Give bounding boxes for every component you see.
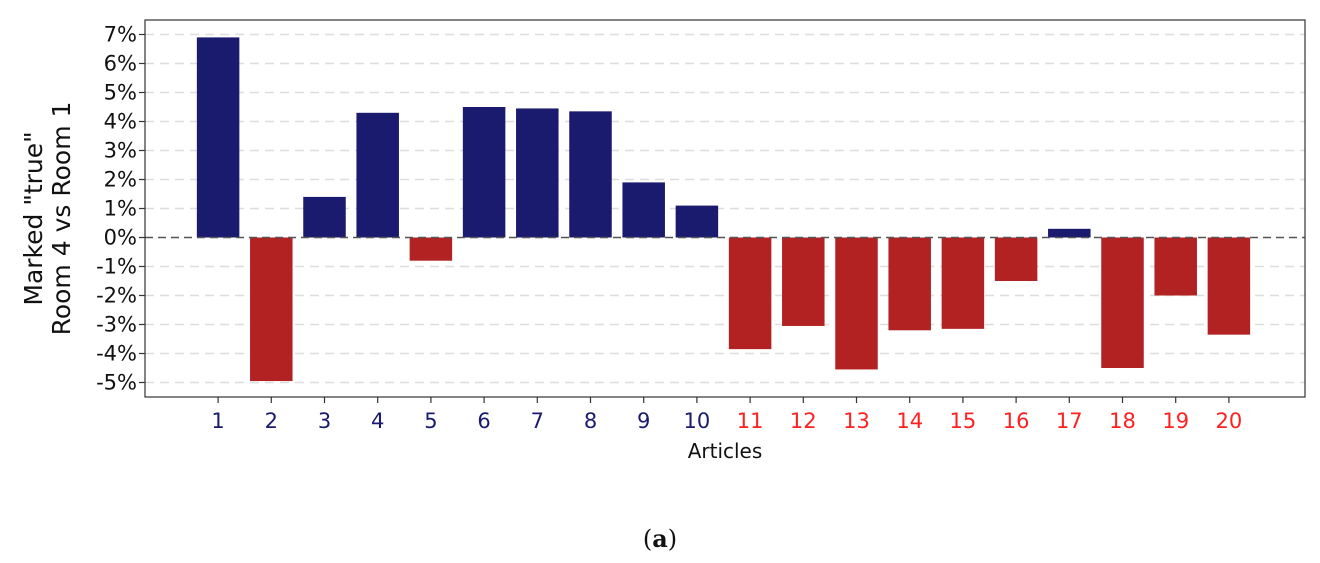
bar bbox=[1048, 228, 1091, 238]
bar bbox=[303, 196, 346, 238]
bar bbox=[622, 182, 665, 238]
bar bbox=[569, 111, 612, 238]
bar bbox=[675, 205, 719, 238]
x-tick-label: 16 bbox=[1003, 409, 1030, 433]
x-tick-label: 9 bbox=[637, 409, 650, 433]
y-axis-ticks: 7% 6% 5% 4% 3% 2% 1% 0% -1% -2% -3% -4% -5% bbox=[96, 23, 145, 395]
x-tick-label: 20 bbox=[1216, 409, 1243, 433]
x-tick-label: 3 bbox=[318, 409, 331, 433]
y-axis-title-line-2: Room 4 vs Room 1 bbox=[47, 102, 76, 336]
x-tick-label: 13 bbox=[843, 409, 870, 433]
x-axis-title: Articles bbox=[688, 439, 763, 463]
x-tick-label: 15 bbox=[950, 409, 977, 433]
x-axis-ticks: 1 2 3 4 5 6 7 8 9 10 11 12 13 14 15 16 17 18 19 20 bbox=[211, 397, 1242, 433]
y-tick-label: -2% bbox=[96, 284, 137, 308]
bar bbox=[835, 237, 878, 370]
bar bbox=[888, 237, 931, 331]
x-tick-label: 6 bbox=[477, 409, 490, 433]
bar bbox=[409, 237, 453, 261]
y-tick-label: -1% bbox=[96, 255, 137, 279]
y-axis-title-line-1: Marked "true" bbox=[19, 131, 48, 305]
x-tick-label: 14 bbox=[896, 409, 923, 433]
bar bbox=[462, 107, 506, 238]
bars bbox=[196, 37, 1251, 382]
x-tick-label: 7 bbox=[531, 409, 544, 433]
figure-caption: (a) bbox=[643, 524, 677, 553]
caption-letter: a bbox=[652, 524, 668, 553]
y-tick-label: 4% bbox=[104, 110, 137, 134]
y-tick-label: 0% bbox=[104, 226, 137, 250]
x-tick-label: 12 bbox=[790, 409, 817, 433]
bar bbox=[782, 237, 825, 326]
caption-close: ) bbox=[668, 525, 677, 553]
bar bbox=[941, 237, 985, 329]
bar bbox=[516, 108, 559, 238]
x-tick-label: 18 bbox=[1109, 409, 1136, 433]
x-tick-label: 2 bbox=[265, 409, 278, 433]
y-tick-label: 2% bbox=[104, 168, 137, 192]
x-tick-label: 17 bbox=[1056, 409, 1083, 433]
x-tick-label: 10 bbox=[684, 409, 711, 433]
bar bbox=[1154, 237, 1197, 296]
y-tick-label: -5% bbox=[96, 371, 137, 395]
x-tick-label: 19 bbox=[1162, 409, 1189, 433]
y-tick-label: 6% bbox=[104, 52, 137, 76]
x-tick-label: 11 bbox=[737, 409, 764, 433]
bar bbox=[1101, 237, 1144, 368]
y-tick-label: -3% bbox=[96, 313, 137, 337]
bar bbox=[728, 237, 772, 350]
y-tick-label: 7% bbox=[104, 23, 137, 47]
bar bbox=[1207, 237, 1251, 335]
x-tick-label: 1 bbox=[211, 409, 224, 433]
bar bbox=[196, 37, 240, 238]
bar bbox=[356, 112, 399, 238]
x-tick-label: 4 bbox=[371, 409, 384, 433]
caption-open: ( bbox=[643, 525, 652, 553]
x-tick-label: 5 bbox=[424, 409, 437, 433]
bar bbox=[994, 237, 1038, 281]
y-tick-label: 3% bbox=[104, 139, 137, 163]
x-tick-label: 8 bbox=[584, 409, 597, 433]
y-tick-label: 5% bbox=[104, 81, 137, 105]
bar bbox=[250, 237, 293, 382]
y-tick-label: -4% bbox=[96, 342, 137, 366]
y-tick-label: 1% bbox=[104, 197, 137, 221]
